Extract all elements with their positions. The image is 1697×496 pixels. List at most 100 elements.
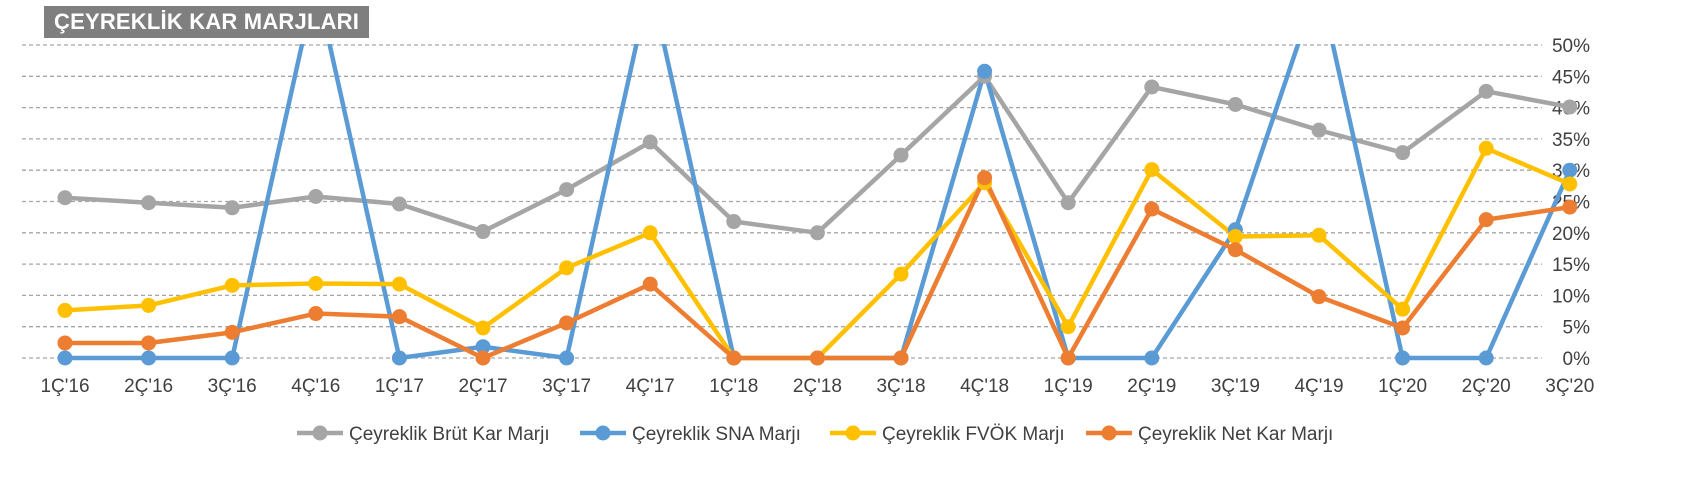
x-tick-label: 1Ç'16 (40, 376, 89, 397)
data-point (141, 297, 157, 313)
data-point (559, 350, 575, 366)
data-point (1227, 229, 1243, 245)
data-point (1311, 227, 1327, 243)
x-tick-label: 1Ç'18 (709, 376, 758, 397)
data-point (1562, 199, 1578, 215)
legend-marker (595, 425, 611, 441)
data-point (224, 200, 240, 216)
data-point (1395, 145, 1411, 161)
data-point (1311, 289, 1327, 305)
y-tick-label: 15% (1552, 255, 1590, 276)
data-point (1227, 96, 1243, 112)
x-tick-label: 1Ç'17 (375, 376, 424, 397)
legend-marker (845, 425, 861, 441)
data-point (1060, 319, 1076, 335)
data-point (475, 339, 491, 355)
x-tick-label: 3Ç'16 (208, 376, 257, 397)
data-point (1478, 140, 1494, 156)
data-point (57, 190, 73, 206)
data-point (1311, 122, 1327, 138)
data-point (1395, 301, 1411, 317)
y-tick-label: 50% (1552, 36, 1590, 57)
x-tick-label: 2Ç'19 (1127, 376, 1176, 397)
data-point (1144, 201, 1160, 217)
data-point (141, 350, 157, 366)
data-point (1478, 350, 1494, 366)
legend-label: Çeyreklik SNA Marjı (632, 424, 801, 445)
x-tick-label: 1Ç'20 (1378, 376, 1427, 397)
legend-label: Çeyreklik FVÖK Marjı (882, 424, 1065, 445)
x-axis-ticks: 1Ç'16 2Ç'16 3Ç'16 4Ç'16 1Ç'17 2Ç'17 3Ç'17 4Ç'17… (40, 376, 1594, 397)
data-point (391, 309, 407, 325)
x-tick-label: 2Ç'20 (1462, 376, 1511, 397)
data-point (224, 324, 240, 340)
data-point (391, 196, 407, 212)
x-tick-label: 3Ç'18 (876, 376, 925, 397)
data-point (475, 224, 491, 240)
x-tick-label: 4Ç'17 (626, 376, 675, 397)
data-point (1227, 242, 1243, 258)
data-point (1060, 195, 1076, 211)
legend-marker (1101, 425, 1117, 441)
x-tick-label: 1Ç'19 (1044, 376, 1093, 397)
data-point (559, 315, 575, 331)
data-point (977, 63, 993, 79)
data-point (893, 350, 909, 366)
data-point (308, 306, 324, 322)
data-point (726, 350, 742, 366)
y-tick-label: 45% (1552, 67, 1590, 88)
data-point (1060, 350, 1076, 366)
data-point (475, 350, 491, 366)
data-point (308, 188, 324, 204)
chart-title: ÇEYREKLİK KAR MARJLARI (44, 6, 370, 38)
legend-marker (312, 425, 328, 441)
data-point (559, 182, 575, 198)
data-point (1144, 350, 1160, 366)
x-tick-label: 2Ç'18 (793, 376, 842, 397)
data-point (57, 335, 73, 351)
series-markers (57, 63, 1578, 366)
data-point (57, 350, 73, 366)
legend-label: Çeyreklik Brüt Kar Marjı (349, 424, 550, 445)
data-point (893, 147, 909, 163)
data-point (559, 260, 575, 276)
data-point (141, 335, 157, 351)
data-point (141, 195, 157, 211)
data-point (1395, 320, 1411, 336)
data-point (224, 277, 240, 293)
y-tick-label: 35% (1552, 130, 1590, 151)
data-point (475, 320, 491, 336)
series-line--eyreklik-net-kar-marj- (62, 175, 1573, 361)
x-tick-label: 2Ç'16 (124, 376, 173, 397)
x-tick-label: 4Ç'18 (960, 376, 1009, 397)
data-point (1562, 176, 1578, 192)
x-tick-label: 3Ç'20 (1545, 376, 1594, 397)
data-point (1562, 162, 1578, 178)
y-tick-label: 20% (1552, 224, 1590, 245)
data-point (809, 225, 825, 241)
x-tick-label: 4Ç'19 (1294, 376, 1343, 397)
data-point (642, 225, 658, 241)
x-tick-label: 3Ç'17 (542, 376, 591, 397)
data-point (1395, 350, 1411, 366)
data-point (726, 214, 742, 230)
y-tick-label: 0% (1563, 349, 1591, 370)
data-point (809, 350, 825, 366)
legend-label: Çeyreklik Net Kar Marjı (1138, 424, 1333, 445)
data-point (1144, 162, 1160, 178)
data-point (57, 302, 73, 318)
data-point (391, 276, 407, 292)
data-point (642, 134, 658, 150)
data-point (1478, 212, 1494, 228)
data-point (391, 350, 407, 366)
data-point (224, 350, 240, 366)
legend: Çeyreklik Brüt Kar Marjı Çeyreklik SNA Ma… (297, 424, 1333, 445)
x-tick-label: 4Ç'16 (291, 376, 340, 397)
data-point (1478, 83, 1494, 99)
x-tick-label: 3Ç'19 (1211, 376, 1260, 397)
data-point (642, 276, 658, 292)
y-tick-label: 10% (1552, 286, 1590, 307)
data-point (308, 276, 324, 292)
data-point (893, 266, 909, 282)
